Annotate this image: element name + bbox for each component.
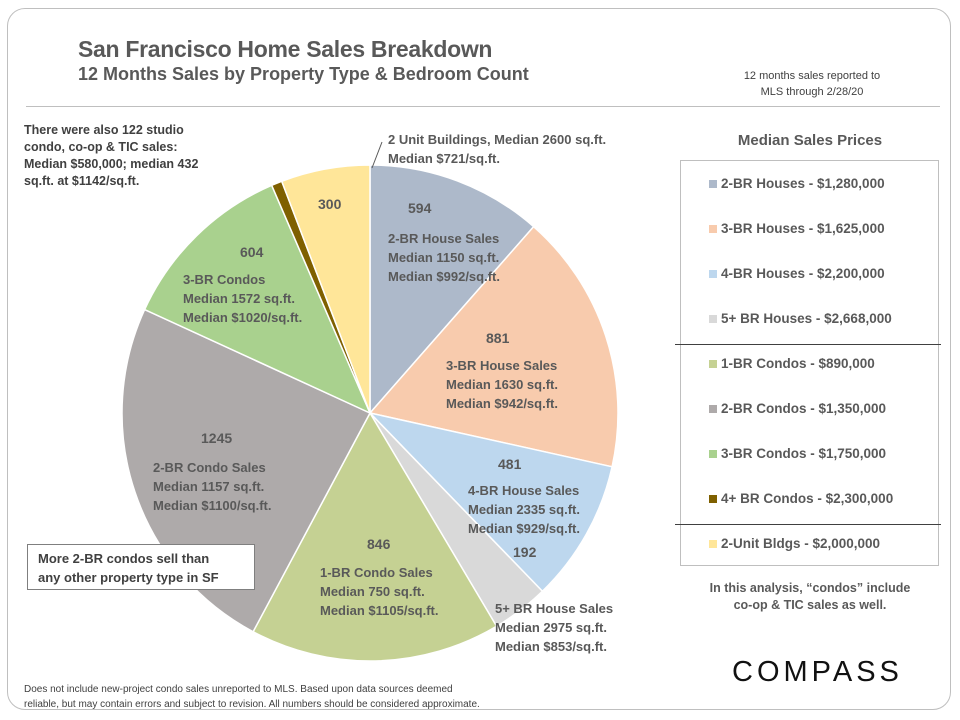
label-line: Median $992/sq.ft. xyxy=(388,269,500,284)
label-line: Median 1630 sq.ft. xyxy=(446,377,558,392)
slice-label-4br-houses: 4-BR House Sales Median 2335 sq.ft. Medi… xyxy=(468,481,580,538)
legend-text: 2-Unit Bldgs - $2,000,000 xyxy=(721,536,881,551)
legend-text: 1-BR Condos - $890,000 xyxy=(721,356,875,371)
label-line: Median 1150 sq.ft. xyxy=(388,250,500,265)
pie-slice-2-br-houses xyxy=(369,164,535,415)
label-line: Median 1572 sq.ft. xyxy=(183,291,295,306)
value-label-4br-houses: 481 xyxy=(498,456,522,472)
slice-label-2br-condos: 2-BR Condo Sales Median 1157 sq.ft. Medi… xyxy=(153,458,272,515)
studio-note: There were also 122 studio condo, co-op … xyxy=(24,123,199,188)
slice-label-3br-condos: 3-BR Condos Median 1572 sq.ft. Median $1… xyxy=(183,270,302,327)
label-line: Median 1157 sq.ft. xyxy=(153,479,265,494)
legend-item: 2-BR Condos - $1,350,000 xyxy=(709,401,886,416)
callout-line: More 2-BR condos sell than xyxy=(38,551,210,566)
condo-note-line: In this analysis, “condos” include xyxy=(709,581,911,595)
legend-separator xyxy=(675,344,941,345)
value-label-3br-houses: 881 xyxy=(486,330,510,346)
legend-separator xyxy=(675,524,941,525)
pie-slice-4-br-houses xyxy=(367,411,613,593)
label-line: Median $721/sq.ft. xyxy=(388,151,500,166)
value-label-2br-houses: 594 xyxy=(408,200,432,216)
footer-disclaimer: Does not include new-project condo sales… xyxy=(24,682,480,712)
legend-swatch xyxy=(709,539,717,548)
legend-item: 2-Unit Bldgs - $2,000,000 xyxy=(709,536,880,551)
callout-box: More 2-BR condos sell than any other pro… xyxy=(27,544,255,590)
label-line: 4-BR House Sales xyxy=(468,483,580,498)
header-divider xyxy=(26,106,940,107)
legend-item: 1-BR Condos - $890,000 xyxy=(709,356,875,371)
label-line: 3-BR House Sales xyxy=(446,358,558,373)
label-line: Median $1020/sq.ft. xyxy=(183,310,303,325)
slice-label-2-unit: 2 Unit Buildings, Median 2600 sq.ft. Med… xyxy=(388,130,606,168)
label-line: Median $1100/sq.ft. xyxy=(153,498,272,513)
legend-item: 3-BR Condos - $1,750,000 xyxy=(709,446,886,461)
condo-note-line: co-op & TIC sales as well. xyxy=(733,598,887,612)
legend-text: 4+ BR Condos - $2,300,000 xyxy=(721,491,894,506)
label-line: Median 2335 sq.ft. xyxy=(468,502,580,517)
legend-item: 2-BR Houses - $1,280,000 xyxy=(709,176,885,191)
legend-text: 3-BR Houses - $1,625,000 xyxy=(721,221,885,236)
legend-swatch xyxy=(709,269,717,278)
legend-title: Median Sales Prices xyxy=(737,132,883,149)
legend-swatch xyxy=(709,359,717,368)
legend-text: 2-BR Condos - $1,350,000 xyxy=(721,401,887,416)
legend-text: 2-BR Houses - $1,280,000 xyxy=(721,176,885,191)
label-line: 1-BR Condo Sales xyxy=(320,565,433,580)
legend-swatch xyxy=(709,449,717,458)
slice-label-2br-houses: 2-BR House Sales Median 1150 sq.ft. Medi… xyxy=(388,229,500,286)
legend-text: 5+ BR Houses - $2,668,000 xyxy=(721,311,892,326)
pie-slice-2-unit-bldgs xyxy=(280,164,371,414)
legend-swatch xyxy=(709,494,717,503)
legend: 2-BR Houses - $1,280,000 3-BR Houses - $1… xyxy=(675,160,941,566)
legend-text: 4-BR Houses - $2,200,000 xyxy=(721,266,885,281)
legend-swatch xyxy=(709,314,717,323)
legend-text: 3-BR Condos - $1,750,000 xyxy=(721,446,887,461)
value-label-5br-houses: 192 xyxy=(513,544,537,560)
date-note: 12 months sales reported to MLS through … xyxy=(712,68,912,100)
label-line: 2 Unit Buildings, Median 2600 sq.ft. xyxy=(388,132,607,147)
legend-swatch xyxy=(709,404,717,413)
label-line: Median $853/sq.ft. xyxy=(495,639,607,654)
value-label-2br-condos: 1245 xyxy=(201,430,233,446)
legend-item: 4+ BR Condos - $2,300,000 xyxy=(709,491,893,506)
label-line: Median $1105/sq.ft. xyxy=(320,603,439,618)
label-line: Median 750 sq.ft. xyxy=(320,584,425,599)
callout-line: any other property type in SF xyxy=(38,570,219,585)
value-label-3br-condos: 604 xyxy=(240,244,264,260)
footer-line: reliable, but may contain errors and sub… xyxy=(24,699,480,710)
page-subtitle: 12 Months Sales by Property Type & Bedro… xyxy=(78,64,529,84)
label-line: 2-BR House Sales xyxy=(388,231,500,246)
value-label-1br-condos: 846 xyxy=(367,536,391,552)
date-note-line: 12 months sales reported to xyxy=(743,70,881,82)
slice-label-1br-condos: 1-BR Condo Sales Median 750 sq.ft. Media… xyxy=(320,563,439,620)
condo-note: In this analysis, “condos” include co-op… xyxy=(680,580,940,614)
label-line: Median $942/sq.ft. xyxy=(446,396,558,411)
slice-label-5br-houses: 5+ BR House Sales Median 2975 sq.ft. Med… xyxy=(495,599,613,656)
leader-line xyxy=(371,141,383,169)
label-line: 5+ BR House Sales xyxy=(495,601,614,616)
label-line: Median 2975 sq.ft. xyxy=(495,620,607,635)
legend-item: 4-BR Houses - $2,200,000 xyxy=(709,266,885,281)
legend-swatch xyxy=(709,179,717,188)
page-title: San Francisco Home Sales Breakdown xyxy=(78,36,493,62)
footer-line: Does not include new-project condo sales… xyxy=(24,684,453,695)
label-line: Median $929/sq.ft. xyxy=(468,521,580,536)
slice-label-3br-houses: 3-BR House Sales Median 1630 sq.ft. Medi… xyxy=(446,356,558,413)
date-note-line: MLS through 2/28/20 xyxy=(760,86,864,98)
label-line: 3-BR Condos xyxy=(183,272,266,287)
label-line: 2-BR Condo Sales xyxy=(153,460,266,475)
pie-slice-3-br-houses xyxy=(368,225,619,468)
legend-item: 3-BR Houses - $1,625,000 xyxy=(709,221,885,236)
legend-item: 5+ BR Houses - $2,668,000 xyxy=(709,311,892,326)
value-label-2-unit: 300 xyxy=(318,196,342,212)
pie-slice-1-br-condos xyxy=(252,411,498,662)
pie-slice-3-br-condos xyxy=(143,184,372,415)
compass-logo: COMPASS xyxy=(732,656,903,688)
slide-frame xyxy=(7,8,951,710)
legend-swatch xyxy=(709,224,717,233)
